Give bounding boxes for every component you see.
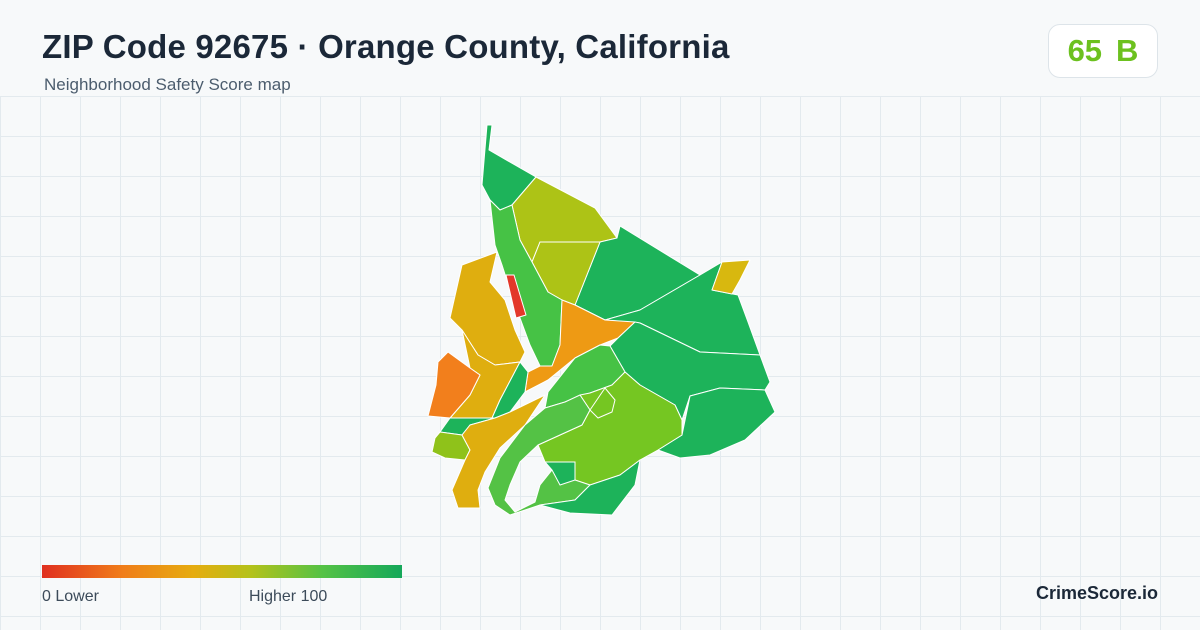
score-value: 65 — [1067, 33, 1103, 68]
legend-max-label: Higher 100 — [249, 588, 328, 605]
map-region[interactable] — [524, 299, 636, 393]
legend-min-label: 0 Lower — [42, 588, 99, 605]
map-region[interactable] — [544, 461, 576, 486]
map-region[interactable] — [539, 459, 641, 516]
page-title: ZIP Code 92675 · Orange County, Californ… — [42, 28, 730, 65]
map-region[interactable] — [487, 394, 591, 516]
score-grade: B — [1116, 33, 1139, 68]
page-subtitle: Neighborhood Safety Score map — [44, 75, 291, 94]
map-region[interactable] — [657, 387, 776, 459]
brand-logo-text[interactable]: CrimeScore.io — [1035, 583, 1158, 603]
safety-score-badge: 65 B — [1048, 24, 1158, 78]
map-region[interactable] — [505, 274, 527, 319]
map-region[interactable] — [449, 251, 526, 366]
legend-color-scale — [42, 565, 402, 578]
map-region[interactable] — [451, 394, 546, 509]
map-region[interactable] — [589, 387, 616, 419]
map-region[interactable] — [711, 259, 751, 295]
